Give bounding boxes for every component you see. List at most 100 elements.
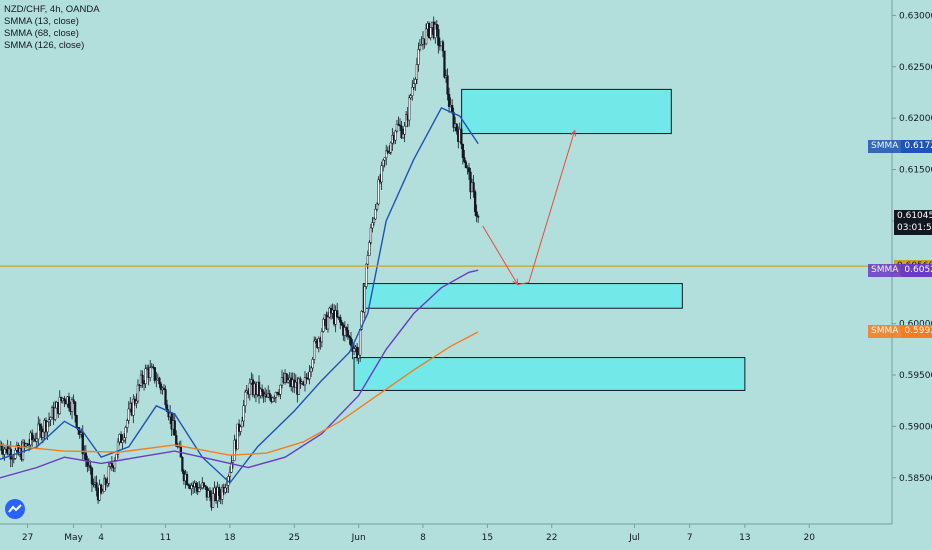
legend-smma-13[interactable]: SMMA (13, close): [4, 16, 79, 27]
candle: [375, 202, 379, 212]
candle: [475, 204, 478, 223]
candle: [228, 466, 232, 482]
price-tag-value: 0.59925: [901, 324, 932, 338]
candle: [136, 379, 140, 404]
candle: [343, 321, 346, 342]
demand-zone-2[interactable]: [362, 283, 683, 309]
candle: [369, 223, 373, 245]
candle: [153, 367, 156, 384]
candle: [395, 119, 399, 133]
candle: [273, 395, 276, 402]
candle: [397, 116, 400, 126]
candle: [420, 36, 423, 46]
candle: [260, 384, 264, 399]
candle: [424, 23, 428, 46]
candle: [365, 263, 368, 290]
chart-legend: NZD/CHF, 4h, OANDA SMMA (13, close) SMMA…: [4, 4, 100, 52]
candle: [185, 471, 189, 486]
candle: [75, 414, 78, 429]
candle: [435, 19, 438, 37]
candle: [472, 175, 475, 198]
candle: [132, 394, 135, 424]
candle: [113, 456, 117, 473]
candle: [380, 161, 383, 191]
candle: [173, 413, 176, 436]
candle: [37, 416, 40, 446]
candle: [279, 384, 282, 400]
price-tag[interactable]: 03:01:52: [894, 221, 932, 235]
candle: [73, 401, 77, 423]
candle: [339, 314, 342, 330]
candle: [473, 189, 477, 216]
candle: [383, 157, 386, 168]
candle: [285, 373, 288, 384]
candle: [181, 456, 184, 475]
time-tick-label: 4: [98, 533, 104, 543]
candle: [386, 146, 389, 155]
candle: [389, 141, 392, 155]
candle: [187, 483, 190, 489]
candle: [377, 176, 380, 206]
candle: [72, 394, 75, 405]
candle: [164, 385, 167, 409]
candle: [447, 87, 451, 113]
candle: [84, 445, 87, 467]
candle: [126, 418, 129, 433]
projection-arrow[interactable]: [482, 130, 576, 286]
candle: [244, 389, 247, 413]
demand-zone-3[interactable]: [353, 357, 746, 391]
smma-13-line[interactable]: [0, 106, 479, 484]
candle: [346, 323, 350, 340]
legend-symbol[interactable]: NZD/CHF, 4h, OANDA: [4, 4, 100, 15]
candle: [31, 429, 34, 447]
candle: [348, 334, 351, 345]
time-tick-label: 13: [739, 533, 750, 543]
candle: [152, 363, 155, 370]
candle: [412, 77, 415, 91]
candle: [198, 480, 201, 493]
price-tag-value: 0.61045: [894, 209, 932, 223]
legend-smma-68[interactable]: SMMA (68, close): [4, 28, 79, 39]
legend-smma-126[interactable]: SMMA (126, close): [4, 40, 85, 51]
price-tag[interactable]: 0.61045: [894, 209, 932, 223]
candle: [405, 111, 408, 127]
candle: [394, 129, 397, 145]
candle: [262, 389, 265, 403]
candle: [119, 431, 123, 443]
time-tick-label: 20: [804, 533, 816, 543]
candle: [195, 481, 198, 494]
arrow-head-down: [512, 278, 519, 286]
demand-zone-1[interactable]: [461, 88, 672, 135]
candle: [248, 378, 251, 401]
tradingview-logo-icon[interactable]: [5, 499, 25, 519]
candle: [47, 412, 51, 427]
candle: [464, 160, 468, 169]
candle: [326, 311, 330, 333]
time-tick-label: 27: [22, 533, 33, 543]
candle: [218, 484, 221, 503]
candle: [311, 356, 314, 372]
candle: [374, 204, 377, 221]
candle: [107, 461, 110, 487]
candle: [334, 305, 337, 333]
candle: [299, 376, 302, 389]
candle: [106, 477, 109, 488]
price-tag-value: 03:01:52: [894, 221, 932, 235]
time-axis[interactable]: 27 May 4 11 18 25 Jun 8 15 22 Jul 7 13 20: [22, 524, 815, 543]
smma-126-line[interactable]: [0, 331, 479, 456]
smma-68-line[interactable]: [0, 269, 479, 479]
price-tag-value: 0.60521: [901, 263, 932, 277]
candle: [363, 284, 366, 320]
candle: [221, 484, 224, 505]
candle: [303, 371, 307, 392]
candle: [236, 423, 239, 450]
candle: [242, 399, 245, 427]
candle: [437, 24, 440, 54]
price-tick-label: 0.58500: [899, 474, 932, 484]
candle: [441, 39, 445, 58]
